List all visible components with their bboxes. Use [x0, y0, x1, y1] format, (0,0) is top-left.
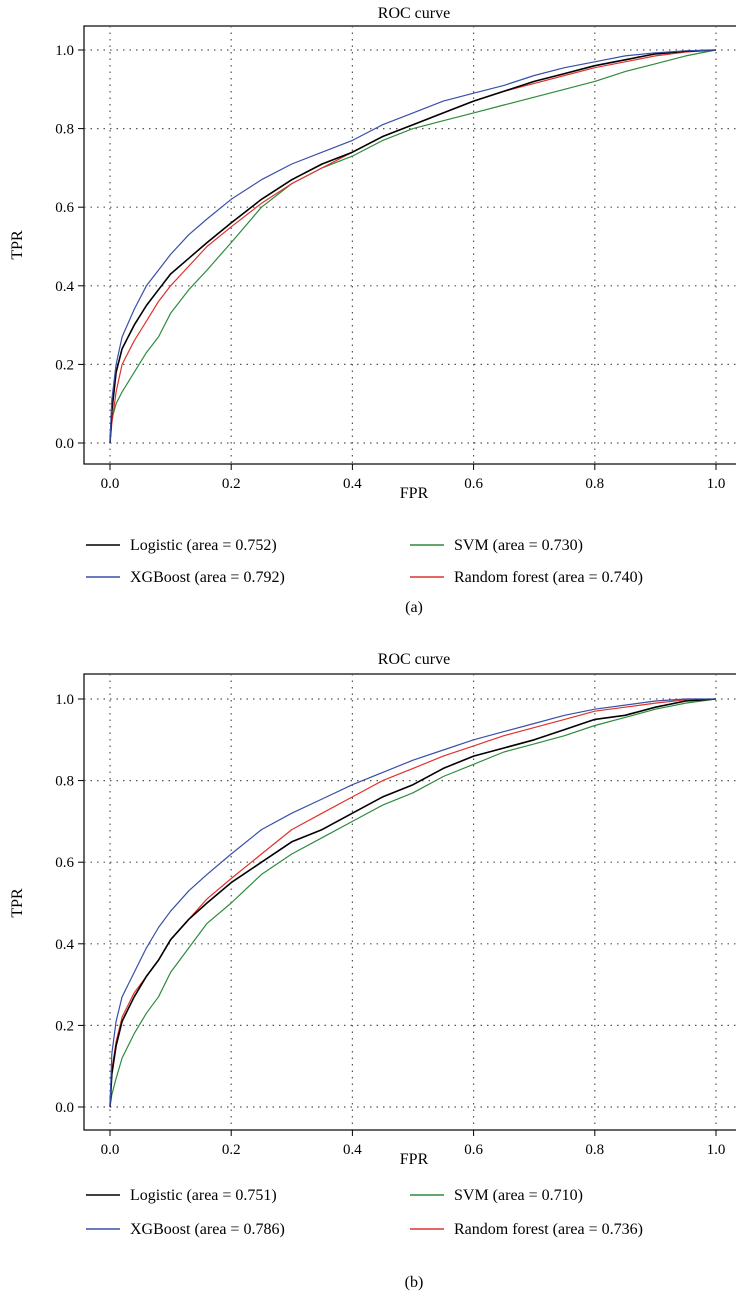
y-tick-label: 0.6: [55, 200, 74, 216]
series-line-svm: [109, 698, 717, 1108]
legend-entry-random-forest: Random forest (area = 0.740): [410, 569, 643, 586]
y-axis-label: TPR: [9, 230, 26, 260]
x-tick-label: 0.8: [585, 476, 604, 492]
y-tick-label: 0.0: [55, 436, 74, 452]
x-tick-label: 0.6: [464, 1142, 483, 1158]
x-tick-label: 1.0: [707, 476, 726, 492]
x-tick-label: 0.0: [101, 1142, 120, 1158]
y-tick-label: 0.6: [55, 855, 74, 871]
panel-label: (b): [405, 1274, 424, 1291]
series-line-xgboost: [109, 698, 716, 1108]
legend-entry-xgboost: XGBoost (area = 0.786): [86, 1221, 285, 1238]
legend-label: XGBoost (area = 0.792): [130, 569, 285, 586]
y-axis-label: TPR: [9, 888, 26, 918]
x-tick-label: 0.4: [343, 476, 362, 492]
y-tick-label: 0.4: [55, 279, 74, 295]
x-axis-label: FPR: [400, 1151, 429, 1168]
legend-entry-svm: SVM (area = 0.710): [410, 1187, 583, 1204]
chart-panel-b: ROC curve 0.0 0.2 0.4 0.6 0.8 1.0 0.0 0.2 0.4 0.6…: [0, 644, 736, 1294]
roc-chart-b: ROC curve 0.0 0.2 0.4 0.6 0.8 1.0 0.0 0.2 0.4 0.6…: [9, 651, 736, 1291]
x-tick-label: 0.8: [585, 1142, 604, 1158]
chart-title: ROC curve: [378, 5, 450, 22]
y-tick-label: 0.4: [55, 937, 74, 953]
roc-chart-a: ROC curve 0.0 0.2 0.4 0.6 0.8 1.0 0.0 0.2 0.4 0.6…: [9, 5, 736, 616]
legend-label: SVM (area = 0.710): [454, 1187, 583, 1204]
y-tick-label: 0.0: [55, 1100, 74, 1116]
y-tick-label: 1.0: [55, 43, 74, 59]
legend-label: Logistic (area = 0.752): [130, 537, 277, 554]
legend-entry-logistic: Logistic (area = 0.751): [86, 1187, 277, 1204]
y-tick-label: 0.8: [55, 122, 74, 138]
series-line-random-forest: [109, 698, 717, 1108]
series-line-xgboost: [109, 49, 717, 444]
x-tick-label: 0.6: [464, 476, 483, 492]
legend-label: Random forest (area = 0.740): [454, 569, 643, 586]
x-tick-label: 0.2: [222, 476, 241, 492]
legend-label: XGBoost (area = 0.786): [130, 1221, 285, 1238]
x-tick-label: 0.0: [101, 476, 120, 492]
legend-entry-svm: SVM (area = 0.730): [410, 537, 583, 554]
legend-label: SVM (area = 0.730): [454, 537, 583, 554]
x-tick-label: 0.4: [343, 1142, 362, 1158]
legend-label: Logistic (area = 0.751): [130, 1187, 277, 1204]
series-line-logistic: [109, 49, 717, 444]
legend-entry-xgboost: XGBoost (area = 0.792): [86, 569, 285, 586]
y-tick-label: 0.2: [55, 1018, 74, 1034]
legend-entry-logistic: Logistic (area = 0.752): [86, 537, 277, 554]
chart-panel-a: ROC curve 0.0 0.2 0.4 0.6 0.8 1.0 0.0 0.2 0.4 0.6…: [0, 0, 736, 636]
y-tick-label: 0.2: [55, 357, 74, 373]
legend-label: Random forest (area = 0.736): [454, 1221, 643, 1238]
series-line-random-forest: [109, 49, 717, 444]
y-tick-label: 0.8: [55, 774, 74, 790]
series-line-svm: [109, 49, 717, 444]
plot-frame: [83, 673, 736, 1131]
x-tick-label: 1.0: [707, 1142, 726, 1158]
x-tick-label: 0.2: [222, 1142, 241, 1158]
chart-title: ROC curve: [378, 651, 450, 668]
series-line-logistic: [109, 698, 717, 1108]
x-axis-label: FPR: [400, 485, 429, 502]
y-tick-label: 1.0: [55, 692, 74, 708]
plot-frame: [83, 25, 736, 465]
legend-entry-random-forest: Random forest (area = 0.736): [410, 1221, 643, 1238]
panel-label: (a): [405, 599, 423, 616]
